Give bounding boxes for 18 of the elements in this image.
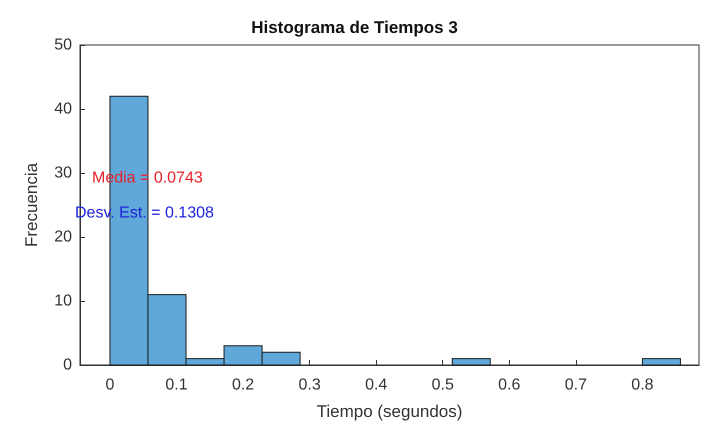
x-axis-title: Tiempo (segundos) bbox=[316, 402, 462, 421]
y-axis-title: Frecuencia bbox=[22, 162, 41, 248]
y-tick-label: 20 bbox=[54, 228, 72, 246]
y-tick-label: 50 bbox=[54, 36, 72, 54]
x-tick-label: 0 bbox=[106, 376, 114, 394]
x-tick-label: 0.3 bbox=[298, 376, 321, 394]
x-tick-label: 0.1 bbox=[165, 376, 188, 394]
y-tick-label: 0 bbox=[63, 356, 72, 374]
y-tick-label: 40 bbox=[54, 100, 72, 118]
x-tick-label: 0.5 bbox=[432, 376, 454, 394]
y-tick-label: 10 bbox=[54, 292, 72, 310]
x-tick-label: 0.2 bbox=[232, 376, 254, 394]
x-tick-label: 0.8 bbox=[631, 376, 654, 394]
chart-title: Histograma de Tiempos 3 bbox=[251, 18, 458, 37]
x-tick-label: 0.7 bbox=[564, 376, 588, 394]
x-tick-label: 0.6 bbox=[498, 376, 521, 394]
x-tick-label: 0.4 bbox=[365, 376, 388, 394]
y-tick-label: 30 bbox=[54, 164, 72, 182]
